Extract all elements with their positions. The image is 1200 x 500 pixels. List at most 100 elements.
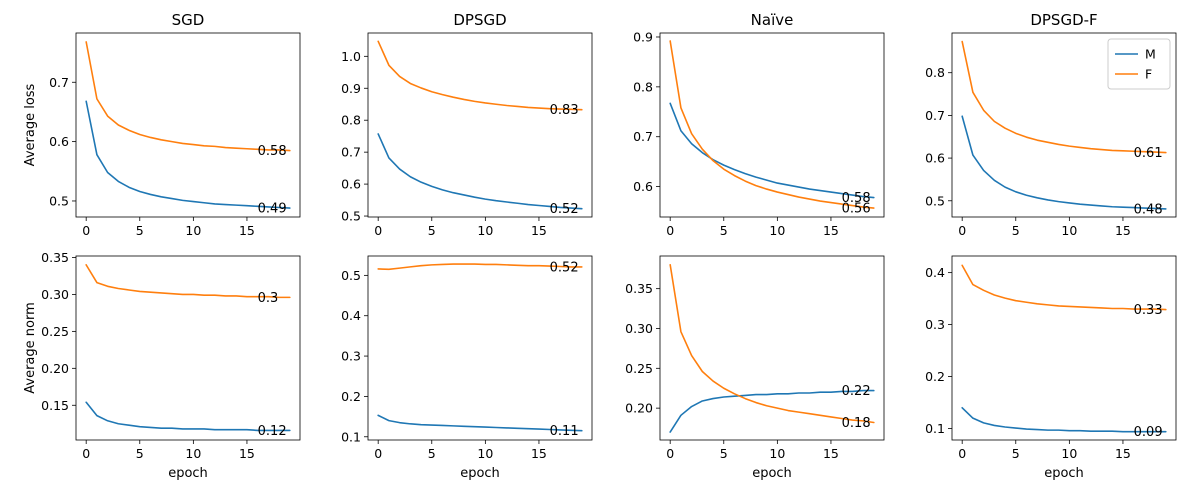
x-tick-label: 10 <box>1061 446 1077 461</box>
y-tick-label: 0.7 <box>49 75 69 90</box>
y-tick-label: 0.8 <box>633 79 653 94</box>
data-label-F: 0.56 <box>842 202 871 217</box>
y-tick-label: 0.30 <box>41 287 69 302</box>
legend: MF <box>1107 38 1171 90</box>
x-tick-label: 0 <box>958 446 966 461</box>
y-tick-label: 0.3 <box>341 349 361 364</box>
x-axis-label: epoch <box>752 466 792 481</box>
x-tick-label: 15 <box>823 223 839 238</box>
x-tick-label: 5 <box>136 446 144 461</box>
x-axis-label: epoch <box>1044 466 1084 481</box>
series-line-M <box>377 133 583 210</box>
y-tick-label: 0.2 <box>925 369 945 384</box>
x-tick-label: 5 <box>1012 223 1020 238</box>
y-tick-label: 0.9 <box>633 29 653 44</box>
data-label-M: 0.48 <box>1134 202 1163 217</box>
x-tick-label: 10 <box>769 223 785 238</box>
y-tick-label: 0.2 <box>341 389 361 404</box>
series-line-M <box>377 414 583 432</box>
x-tick-label: 15 <box>531 223 547 238</box>
y-tick-label: 0.30 <box>625 321 653 336</box>
x-tick-label: 15 <box>1115 223 1131 238</box>
series-line-M <box>669 102 875 199</box>
data-label-M: 0.22 <box>842 384 871 399</box>
x-tick-label: 15 <box>239 223 255 238</box>
y-tick-label: 0.35 <box>625 281 653 296</box>
plot-frame <box>75 32 301 218</box>
series-line-M <box>961 406 1167 433</box>
y-tick-label: 0.7 <box>925 108 945 123</box>
plot-frame <box>367 255 593 441</box>
data-label-F: 0.3 <box>258 291 279 306</box>
x-tick-label: 10 <box>185 446 201 461</box>
plot-frame <box>75 255 301 441</box>
legend-label-F: F <box>1145 67 1152 82</box>
y-tick-label: 0.4 <box>925 265 945 280</box>
y-tick-label: 0.5 <box>49 193 69 208</box>
data-label-F: 0.61 <box>1134 146 1163 161</box>
plot-frame <box>659 255 885 441</box>
subplot-8: 0 5 10 15 0.1 0.2 0.3 0.4 0.09 0.33 epoch <box>925 255 1177 481</box>
data-label-M: 0.12 <box>258 424 287 439</box>
x-tick-label: 0 <box>666 446 674 461</box>
data-label-M: 0.52 <box>550 202 579 217</box>
data-label-M: 0.58 <box>842 191 871 206</box>
y-tick-label: 0.1 <box>925 421 945 436</box>
x-tick-label: 0 <box>374 223 382 238</box>
y-tick-label: 0.5 <box>341 209 361 224</box>
x-tick-label: 15 <box>823 446 839 461</box>
y-tick-label: 0.15 <box>41 398 69 413</box>
x-tick-label: 10 <box>477 446 493 461</box>
y-tick-label: 0.7 <box>633 129 653 144</box>
data-label-F: 0.18 <box>842 416 871 431</box>
y-tick-label: 0.5 <box>341 268 361 283</box>
legend-frame <box>1107 38 1171 90</box>
series-line-F <box>669 263 875 424</box>
x-tick-label: 10 <box>477 223 493 238</box>
x-tick-label: 15 <box>531 446 547 461</box>
x-tick-label: 0 <box>958 223 966 238</box>
y-tick-label: 0.7 <box>341 145 361 160</box>
y-tick-label: 0.9 <box>341 81 361 96</box>
series-line-F <box>377 263 583 271</box>
x-tick-label: 15 <box>239 446 255 461</box>
subplot-7: 0 5 10 15 0.20 0.25 0.30 0.35 0.22 0.18 epoch <box>625 255 885 481</box>
data-label-M: 0.49 <box>258 202 287 217</box>
series-line-F <box>961 264 1167 311</box>
data-label-F: 0.58 <box>258 144 287 159</box>
y-tick-label: 0.6 <box>925 151 945 166</box>
series-line-F <box>961 40 1167 154</box>
x-tick-label: 5 <box>1012 446 1020 461</box>
series-line-F <box>669 40 875 209</box>
series-line-F <box>85 41 291 152</box>
x-tick-label: 0 <box>666 223 674 238</box>
subplot-2: 0 5 10 15 0.5 0.6 0.7 0.8 0.9 1.0 0.52 0.83 DPSGD <box>341 11 593 238</box>
y-axis-label: Average norm <box>23 302 38 394</box>
y-tick-label: 0.1 <box>341 429 361 444</box>
y-tick-label: 0.25 <box>41 324 69 339</box>
x-tick-label: 0 <box>374 446 382 461</box>
x-tick-label: 5 <box>428 223 436 238</box>
x-tick-label: 10 <box>1061 223 1077 238</box>
y-tick-label: 0.20 <box>625 401 653 416</box>
panel-title: SGD <box>172 11 205 29</box>
series-line-M <box>85 401 291 432</box>
y-tick-label: 0.25 <box>625 361 653 376</box>
data-label-F: 0.83 <box>550 103 579 118</box>
y-tick-label: 0.3 <box>925 317 945 332</box>
plot-frame <box>367 32 593 218</box>
y-tick-label: 0.6 <box>633 179 653 194</box>
data-label-F: 0.52 <box>550 260 579 275</box>
x-tick-label: 5 <box>428 446 436 461</box>
subplot-6: 0 5 10 15 0.1 0.2 0.3 0.4 0.5 0.11 0.52 epoch <box>341 255 593 481</box>
panel-title: DPSGD-F <box>1030 11 1097 29</box>
y-tick-label: 0.8 <box>925 65 945 80</box>
series-line-F <box>377 40 583 111</box>
subplot-5: 0 5 10 15 0.15 0.20 0.25 0.30 0.35 0.12 0.3 epoch Av… <box>23 250 301 481</box>
plot-frame <box>951 32 1177 218</box>
y-tick-label: 0.6 <box>341 177 361 192</box>
subplot-3: 0 5 10 15 0.6 0.7 0.8 0.9 0.580.56 Naïve <box>633 11 885 238</box>
series-line-M <box>669 389 875 433</box>
y-tick-label: 0.6 <box>49 134 69 149</box>
